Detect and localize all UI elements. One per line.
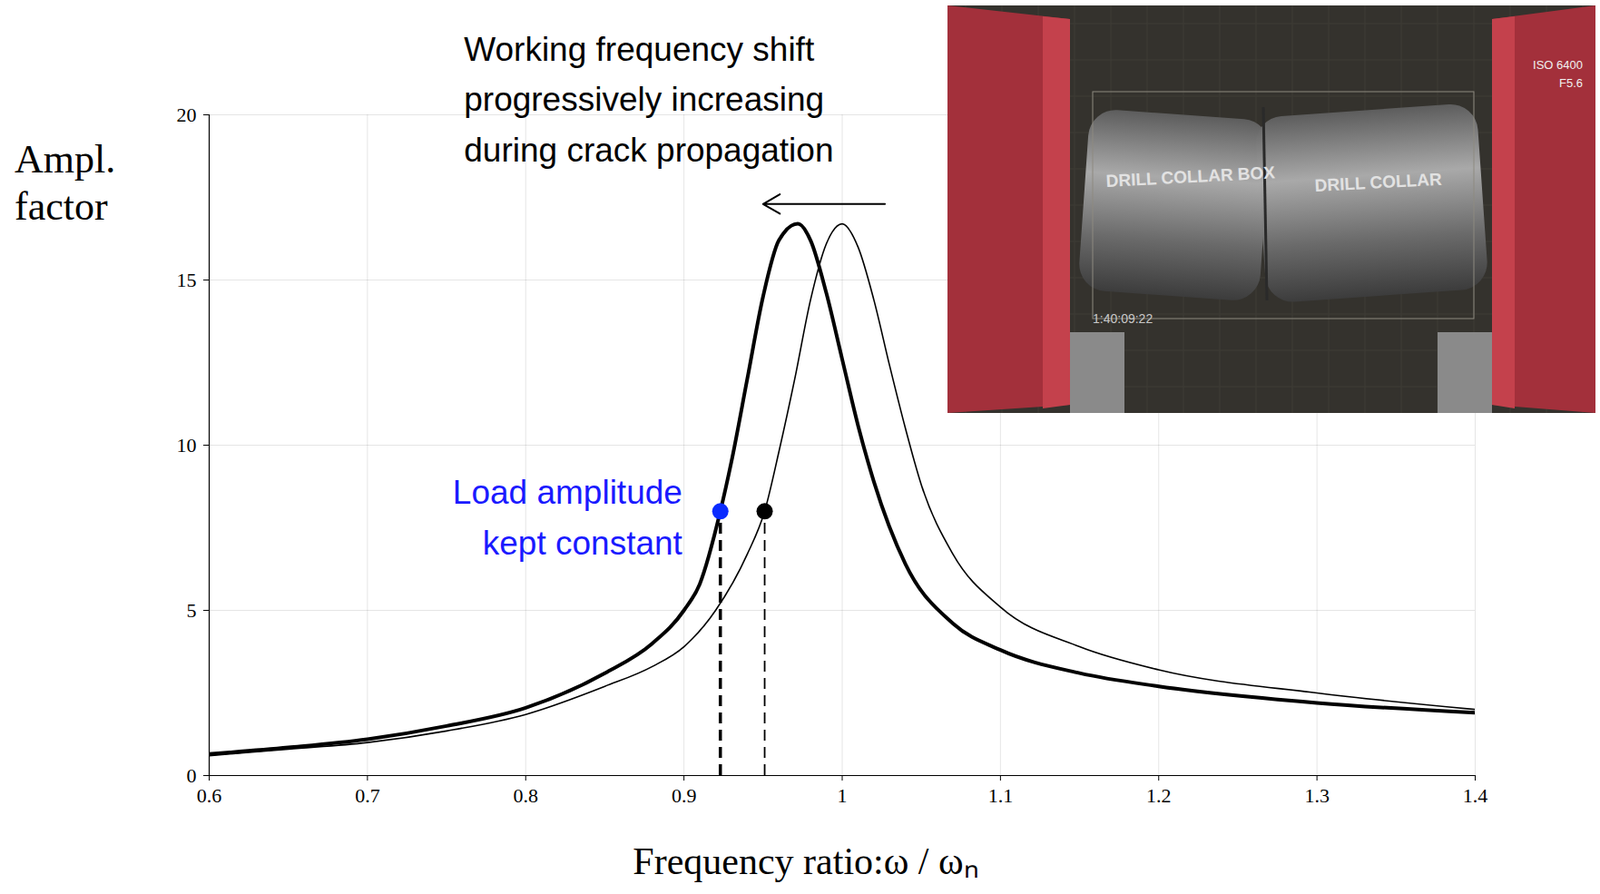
svg-text:1.3: 1.3 [1304,784,1330,807]
svg-text:DRILL COLLAR BOX: DRILL COLLAR BOX [1105,162,1277,191]
svg-text:0.9: 0.9 [671,784,697,807]
svg-text:DRILL COLLAR: DRILL COLLAR [1314,169,1443,196]
svg-text:0.8: 0.8 [513,784,540,807]
svg-text:Load amplitudekept constant: Load amplitudekept constant [452,473,684,562]
svg-text:15: 15 [176,268,197,292]
html-text:factor: factor [14,184,108,229]
svg-text:10: 10 [176,433,197,457]
svg-text:20: 20 [176,103,197,127]
svg-text:5: 5 [186,598,197,622]
svg-text:Working frequency shiftprogres: Working frequency shiftprogressively inc… [463,30,834,169]
html-text:Frequency ratio:ω / ωₙ: Frequency ratio:ω / ωₙ [632,840,979,883]
svg-text:0.6: 0.6 [196,784,223,807]
svg-text:1.4: 1.4 [1462,784,1489,807]
svg-text:1.2: 1.2 [1146,784,1172,807]
svg-text:1:40:09:22: 1:40:09:22 [1092,311,1153,326]
svg-text:0: 0 [186,764,197,787]
svg-text:1: 1 [837,784,848,807]
svg-text:ISO 6400: ISO 6400 [1532,58,1583,72]
svg-text:1.1: 1.1 [988,784,1014,807]
svg-text:0.7: 0.7 [354,784,381,807]
html-text:Ampl.: Ampl. [14,137,116,182]
svg-text:F5.6: F5.6 [1559,76,1583,90]
